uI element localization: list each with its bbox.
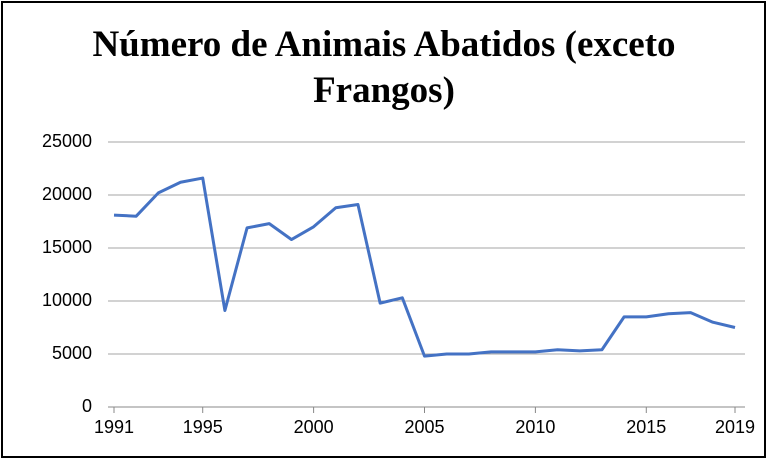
- x-tick-label: 2015: [626, 417, 666, 437]
- chart-title: Número de Animais Abatidos (exceto Frang…: [92, 24, 676, 111]
- x-tick-label: 1995: [183, 417, 223, 437]
- x-tick-label: 2019: [715, 417, 755, 437]
- y-tick-label: 15000: [42, 237, 92, 257]
- y-tick-label: 10000: [42, 290, 92, 310]
- x-tick-label: 2000: [294, 417, 334, 437]
- x-tick-label: 2005: [404, 417, 444, 437]
- y-tick-label: 0: [82, 396, 92, 416]
- y-tick-label: 25000: [42, 131, 92, 151]
- x-tick-label: 2010: [515, 417, 555, 437]
- data-line: [113, 176, 736, 358]
- y-tick-label: 20000: [42, 184, 92, 204]
- y-tick-label: 5000: [52, 343, 92, 363]
- x-tick-label: 1991: [94, 417, 134, 437]
